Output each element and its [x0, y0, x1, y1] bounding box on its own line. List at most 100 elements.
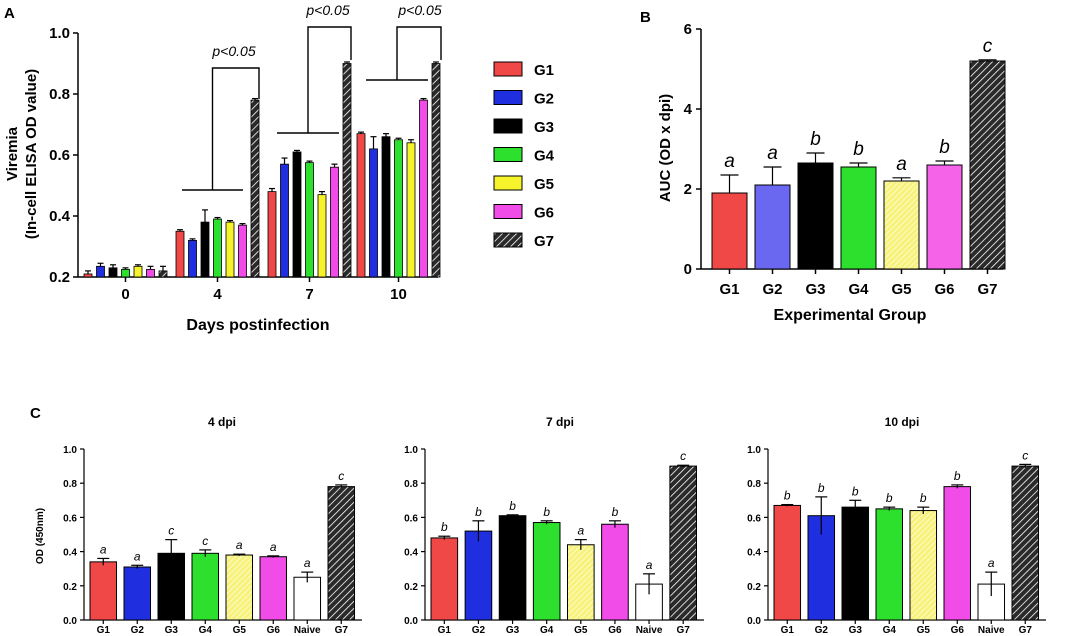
panel-a-y-label-line2: (In-cell ELISA OD value): [23, 69, 40, 239]
panel-a-bar-g2-day10: [369, 148, 378, 278]
panel-c-4dpi-bar-g4: [191, 552, 220, 621]
panel-c-4dpi-x-tick-label: Naive: [294, 625, 321, 636]
panel-c-10dpi-bar-g5: [909, 510, 938, 621]
panel-a-bar-g4-day4: [213, 218, 222, 278]
legend-label-g7: G7: [534, 233, 554, 250]
panel-c-7dpi-bar-g3: [498, 515, 527, 621]
panel-c-7dpi-y-tick-label: 0.0: [404, 616, 418, 627]
panel-b-chart: 0 2 4 6 G1 a G2 a G3 b G4 b G5 a G6 b G7 c AUC (OD x dpi…: [657, 21, 1006, 324]
panel-c-10dpi-x-tick-label: G3: [849, 625, 863, 636]
panel-c-10dpi-x-tick-label: G5: [917, 625, 931, 636]
panel-c-10dpi-bar-g6: [943, 486, 972, 621]
panel-c-7dpi-significance-letter: a: [646, 558, 653, 572]
panel-c-10dpi-bar-g3: [841, 506, 870, 621]
panel-c-7dpi-bar-g2: [464, 530, 493, 621]
panel-a-bar-g4-day0: [121, 268, 130, 278]
panel-b-bar-g1: [711, 192, 748, 270]
panel-c-4dpi-y-tick-label: 0.0: [63, 616, 77, 627]
panel-c-7dpi-x-tick-label: G4: [540, 625, 554, 636]
panel-c-7dpi-bar-g4: [532, 522, 561, 621]
panel-c-7dpi-y-tick-label: 0.2: [404, 582, 418, 593]
panel-a-legend: G1 G2 G3 G4 G5 G6 G7: [493, 61, 555, 250]
panel-c-4dpi-significance-letter: c: [202, 534, 208, 548]
panel-a-bar-g4-day7: [305, 162, 314, 278]
panel-c-7dpi-bar-g7: [669, 465, 697, 621]
panel-c-10dpi-bar-g4: [875, 508, 904, 621]
panel-b-y-tick-label: 0: [684, 261, 692, 278]
panel-a-bar-g6-day4: [238, 224, 247, 278]
legend-label-g2: G2: [534, 91, 554, 108]
panel-c-10dpi-y-tick-label: 0.8: [747, 479, 761, 490]
panel-c-4dpi-bar-g5: [225, 554, 254, 621]
panel-c-7dpi-title: 7 dpi: [546, 415, 574, 429]
panel-c-7dpi-bar-g6: [601, 523, 629, 621]
panel-a-bar-g5-day7: [317, 194, 327, 278]
panel-a-bar-g2-day0: [96, 265, 105, 278]
panel-c-7dpi-significance-letter: b: [475, 505, 482, 519]
panel-c-10dpi-significance-letter: b: [818, 481, 825, 495]
panel-a-bar-g6-day7: [330, 166, 339, 278]
panel-c-7dpi-x-tick-label: G6: [608, 625, 622, 636]
panel-a-sig-bracket: [211, 67, 260, 190]
panel-a-sig-bracket: [396, 26, 442, 80]
panel-c-7dpi-y-tick-label: 0.6: [404, 513, 418, 524]
legend-swatch-g1: [493, 61, 523, 77]
panel-c-7dpi-y-tick-label: 1.0: [404, 445, 418, 456]
panel-c-4dpi-y-tick-label: 0.6: [63, 513, 77, 524]
panel-c-4dpi-x-tick-label: G4: [199, 625, 213, 636]
panel-c-4dpi-bar-g1: [89, 561, 118, 621]
panel-a-y-tick-label: 1.0: [49, 25, 70, 42]
panel-c-10dpi-bar-g7: [1011, 465, 1040, 621]
panel-b-significance-letter: a: [896, 154, 907, 175]
panel-c-4dpi-x-tick-label: G2: [131, 625, 145, 636]
panel-a-bar-g7-day4: [250, 99, 260, 278]
panel-c-7dpi-chart: 7 dpi 0.0 0.2 0.4 0.6 0.8 1.0 G1 b G2 b G3 b G4 b G5 a G…: [404, 415, 704, 636]
panel-b-significance-letter: b: [810, 129, 821, 150]
panel-label-b: B: [640, 9, 651, 26]
panel-b-significance-letter: b: [939, 137, 950, 158]
panel-c-10dpi-significance-letter: a: [988, 556, 995, 570]
panel-c-10dpi-significance-letter: b: [886, 491, 893, 505]
panel-b-bar-g6: [926, 164, 963, 270]
panel-c-10dpi-x-tick-label: G1: [781, 625, 795, 636]
panel-c-10dpi-title: 10 dpi: [885, 415, 920, 429]
legend-swatch-g4: [493, 147, 523, 162]
panel-a-y-tick-label: 0.4: [49, 208, 71, 225]
panel-c-10dpi-y-tick-label: 0.0: [747, 616, 761, 627]
panel-a-x-tick-label: 0: [121, 286, 129, 303]
panel-c-7dpi-significance-letter: a: [577, 524, 584, 538]
panel-a-bar-g1-day0: [83, 273, 93, 278]
panel-c-7dpi-significance-letter: b: [441, 520, 448, 534]
legend-swatch-g5: [493, 175, 523, 191]
panel-c-4dpi-significance-letter: c: [338, 469, 344, 483]
panel-a-x-tick-label: 10: [390, 286, 407, 303]
panel-c-4dpi-x-tick-label: G6: [267, 625, 281, 636]
panel-a-bar-g5-day10: [406, 142, 416, 278]
panel-c-4dpi-significance-letter: a: [304, 556, 311, 570]
panel-c-7dpi-x-tick-label: Naive: [636, 625, 663, 636]
panel-c-4dpi-chart: 4 dpi OD (450nm) 0.0 0.2 0.4 0.6 0.8 1.0 G1 a G2…: [35, 415, 362, 636]
panel-c-7dpi-significance-letter: b: [612, 505, 619, 519]
panel-c-4dpi-significance-letter: a: [270, 540, 277, 554]
panel-c-10dpi-y-tick-label: 1.0: [747, 445, 761, 456]
panel-c-7dpi-x-tick-label: G5: [574, 625, 588, 636]
panel-b-bar-g7: [969, 60, 1006, 270]
panel-a-y-tick-label: 0.8: [49, 86, 70, 103]
panel-a-significance-brackets: p<0.05 p<0.05 p<0.05: [182, 2, 442, 191]
panel-c-10dpi-y-tick-label: 0.4: [747, 548, 761, 559]
panel-c-10dpi-significance-letter: b: [920, 491, 927, 505]
panel-b-x-tick-label: G3: [805, 281, 825, 298]
panel-b-bar-g2: [754, 184, 791, 270]
panel-a-p-value: p<0.05: [305, 2, 349, 18]
panel-c-4dpi-bar-g6: [259, 556, 288, 621]
panel-a-y-axis: 0.2 0.4 0.6 0.8 1.0: [49, 25, 79, 286]
panel-c-10dpi-chart: 10 dpi 0.0 0.2 0.4 0.6 0.8 1.0 G1 b G2 b G3 b G4 b G5 b…: [747, 415, 1046, 636]
panel-c-10dpi-significance-letter: b: [784, 489, 791, 503]
panel-c-7dpi-y-tick-label: 0.4: [404, 548, 418, 559]
panel-c-7dpi-significance-letter: b: [543, 505, 550, 519]
legend-swatch-g7: [493, 232, 523, 248]
panel-c-4dpi-x-tick-label: G3: [165, 625, 179, 636]
panel-b-x-label: Experimental Group: [774, 307, 927, 324]
panel-a-bar-g5-day0: [133, 265, 143, 278]
